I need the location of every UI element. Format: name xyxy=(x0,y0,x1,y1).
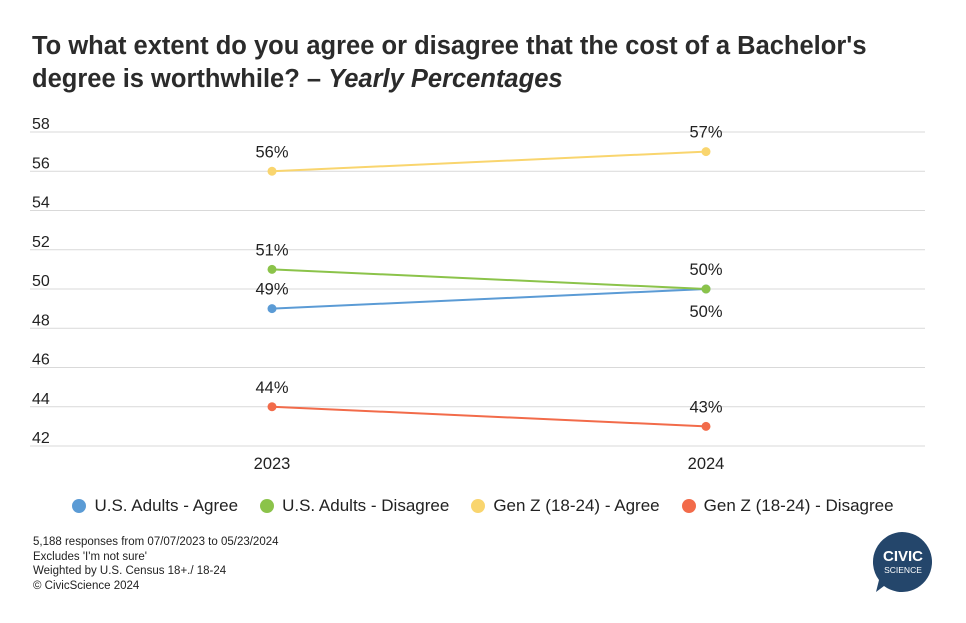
data-label: 57% xyxy=(689,124,722,142)
data-label: 43% xyxy=(689,398,722,416)
logo-text-civic: CIVIC xyxy=(883,548,923,565)
legend-label: Gen Z (18-24) - Agree xyxy=(493,496,660,515)
y-tick-label: 44 xyxy=(32,391,50,408)
series-line xyxy=(271,268,707,290)
legend-label: Gen Z (18-24) - Disagree xyxy=(703,496,894,515)
data-label: 50% xyxy=(689,261,722,279)
data-label: 51% xyxy=(255,241,288,259)
legend-item-us-adults-agree: U.S. Adults - Agree xyxy=(72,496,238,516)
data-label: 56% xyxy=(255,143,288,161)
chart-title: To what extent do you agree or disagree … xyxy=(32,30,932,96)
footnote-weighting: Weighted by U.S. Census 18+./ 18-24 xyxy=(33,565,227,578)
series-line xyxy=(271,288,707,310)
y-tick-label: 58 xyxy=(32,116,50,133)
legend-swatch xyxy=(681,499,696,513)
legend-label: U.S. Adults - Disagree xyxy=(282,496,450,515)
data-point xyxy=(267,166,277,176)
logo-badge xyxy=(872,532,932,592)
data-point xyxy=(267,402,277,412)
footnotes: 5,188 responses from 07/07/2023 to 05/23… xyxy=(33,535,279,593)
series-line xyxy=(271,150,707,173)
y-tick-label: 54 xyxy=(32,195,50,212)
data-point xyxy=(267,264,277,274)
y-tick-label: 50 xyxy=(32,273,50,290)
legend-item-genz-agree: Gen Z (18-24) - Agree xyxy=(471,496,660,516)
data-label: 49% xyxy=(255,281,288,299)
data-point xyxy=(701,284,711,294)
data-point xyxy=(701,147,711,157)
data-label: 50% xyxy=(689,303,722,321)
footnote-copyright: © CivicScience 2024 xyxy=(33,579,140,592)
series-line xyxy=(271,405,707,428)
data-point xyxy=(701,421,711,431)
legend-item-us-adults-disagree: U.S. Adults - Disagree xyxy=(260,496,449,516)
civicscience-logo: CIVIC SCIENCE xyxy=(872,532,932,592)
legend-swatch xyxy=(471,499,486,513)
legend-swatch xyxy=(260,499,275,513)
legend-item-genz-disagree: Gen Z (18-24) - Disagree xyxy=(681,496,894,516)
legend: U.S. Adults - Agree U.S. Adults - Disagr… xyxy=(0,496,966,516)
x-tick-label: 2024 xyxy=(688,455,725,473)
data-label: 44% xyxy=(255,379,288,397)
y-tick-label: 48 xyxy=(32,312,50,329)
logo-text-science: SCIENCE xyxy=(884,565,922,575)
title-main: To what extent do you agree or disagree … xyxy=(32,32,867,93)
y-tick-label: 42 xyxy=(32,430,50,447)
title-subtitle: Yearly Percentages xyxy=(328,65,563,93)
data-point xyxy=(267,304,277,314)
footnote-excludes: Excludes 'I'm not sure' xyxy=(33,550,147,563)
y-tick-label: 52 xyxy=(32,234,50,251)
legend-label: U.S. Adults - Agree xyxy=(94,496,239,515)
legend-swatch xyxy=(72,499,87,513)
footnote-responses: 5,188 responses from 07/07/2023 to 05/23… xyxy=(33,536,279,548)
title-dash: – xyxy=(306,65,322,93)
y-tick-label: 56 xyxy=(32,155,50,172)
y-tick-label: 46 xyxy=(32,352,50,369)
x-tick-label: 2023 xyxy=(254,455,291,473)
